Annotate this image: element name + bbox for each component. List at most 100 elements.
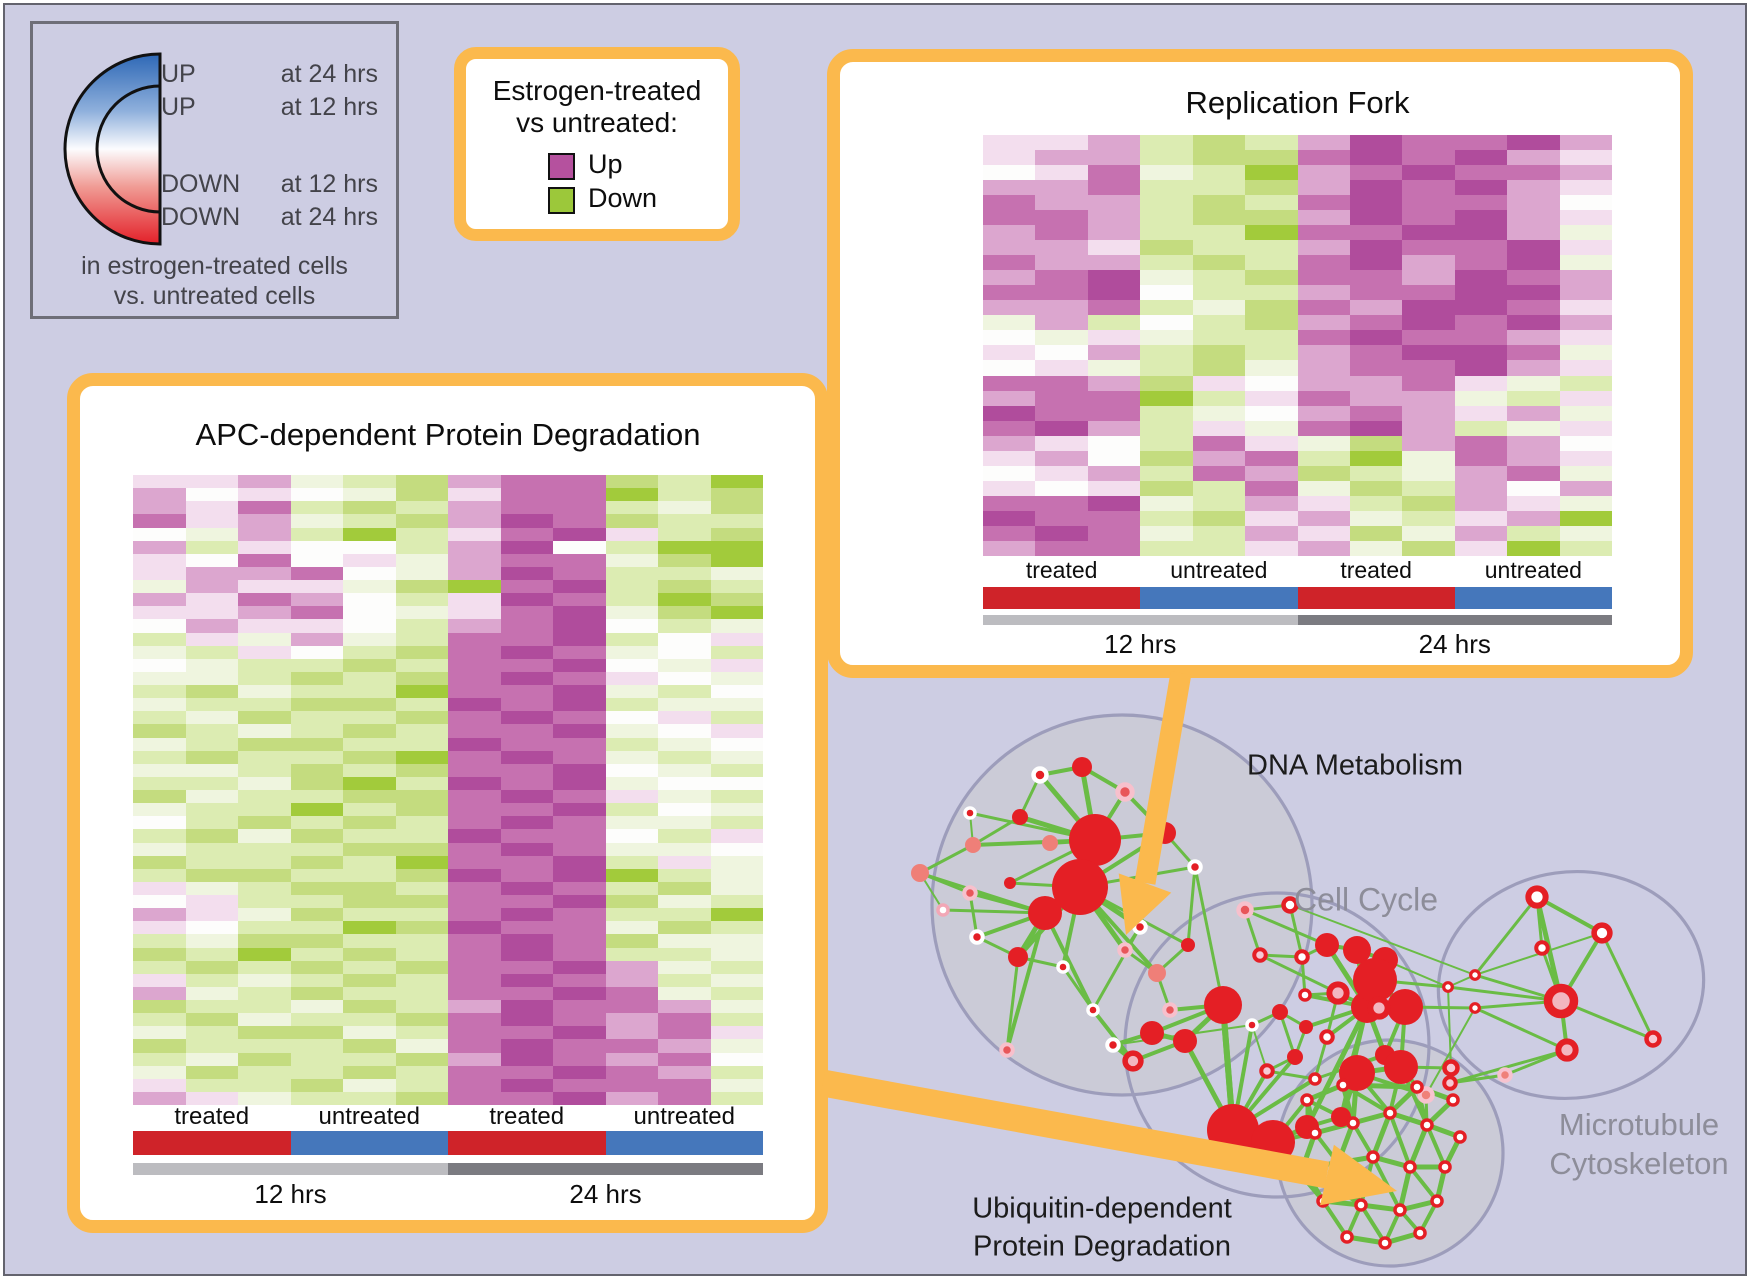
heatmap-cell (290, 829, 343, 843)
network-node (1366, 1150, 1380, 1164)
heatmap-cell (395, 606, 448, 620)
heatmap-cell (605, 475, 658, 489)
heatmap-cell (1035, 480, 1088, 496)
heatmap-cell (448, 855, 501, 869)
legend-direction: DOWN (161, 203, 241, 231)
heatmap-cell (500, 1013, 553, 1027)
heatmap-cell (710, 1078, 763, 1092)
heatmap-cell (343, 671, 396, 685)
heatmap-cell (133, 658, 186, 672)
rf-panel-title: Replication Fork (1185, 85, 1410, 120)
cluster-label-ubiquitin-line1: Ubiquitin-dependent (972, 1192, 1232, 1225)
heatmap-cell (290, 566, 343, 580)
heatmap-cell (500, 986, 553, 1000)
heatmap-cell (1349, 345, 1403, 361)
heatmap-cell (1035, 405, 1088, 421)
network-edge (1091, 926, 1142, 1011)
heatmap-cell (343, 501, 396, 515)
heatmap-cell (500, 1065, 553, 1079)
heatmap-cell (553, 553, 606, 567)
cluster-label-microtubule: Microtubule (1558, 1107, 1720, 1142)
heatmap-cell (290, 1000, 343, 1014)
heatmap-cell (1402, 180, 1455, 196)
heatmap-cell (1507, 255, 1560, 271)
heatmap-cell (448, 553, 501, 567)
heatmap-cell (1087, 330, 1141, 346)
heatmap-cell (343, 1000, 396, 1014)
heatmap-cell (395, 724, 448, 738)
heatmap-cell (238, 566, 291, 580)
heatmap-cell (1035, 465, 1088, 481)
heatmap-cell (1349, 540, 1403, 556)
down-label: Down (588, 183, 658, 213)
group-label-treated: treated (489, 1103, 565, 1130)
heatmap-cell (290, 711, 343, 725)
heatmap-cell (290, 475, 343, 489)
heatmap-cell (448, 1026, 501, 1040)
network-node (1004, 877, 1016, 889)
heatmap-cell (133, 645, 186, 659)
heatmap-cell (1454, 330, 1508, 346)
heatmap-cell (1349, 330, 1403, 346)
heatmap-cell (1297, 360, 1350, 376)
heatmap-cell (343, 816, 396, 830)
network-node (1343, 936, 1371, 964)
heatmap-cell (290, 1078, 343, 1092)
heatmap-cell (983, 315, 1036, 331)
heatmap-cell (1140, 150, 1193, 166)
heatmap-cell (133, 868, 186, 882)
heatmap-cell (1349, 180, 1403, 196)
heatmap-cell (658, 711, 711, 725)
heatmap-cell (1454, 480, 1508, 496)
heatmap-cell (1559, 180, 1612, 196)
heatmap-cell (395, 501, 448, 515)
heatmap-cell (983, 450, 1036, 466)
heatmap-cell (343, 947, 396, 961)
heatmap-cell (1192, 420, 1246, 436)
heatmap-cell (448, 593, 501, 607)
heatmap-cell (1349, 240, 1403, 256)
group-label-treated: treated (1025, 557, 1098, 583)
heatmap-cell (1454, 300, 1508, 316)
network-node (1117, 942, 1133, 958)
heatmap-cell (658, 685, 711, 699)
heatmap-cell (343, 632, 396, 646)
network-node (1346, 1116, 1360, 1130)
heatmap-cell (1559, 495, 1612, 511)
heatmap-cell (1192, 330, 1246, 346)
network-edge (1425, 1007, 1476, 1096)
heatmap-cell (658, 580, 711, 594)
heatmap-cell (1402, 360, 1455, 376)
heatmap-cell (1140, 195, 1193, 211)
network-edge (1251, 1024, 1268, 1072)
heatmap-cell (1245, 255, 1298, 271)
heatmap-cell (1245, 540, 1298, 556)
heatmap-cell (605, 763, 658, 777)
heatmap-cell (133, 816, 186, 830)
heatmap-cell (185, 803, 238, 817)
heatmap-cell (500, 908, 553, 922)
heatmap-cell (238, 803, 291, 817)
heatmap-cell (1087, 480, 1141, 496)
heatmap-cell (1087, 345, 1141, 361)
heatmap-cell (1454, 420, 1508, 436)
heatmap-cell (1559, 465, 1612, 481)
network-node (1591, 922, 1613, 944)
heatmap-cell (1035, 135, 1088, 151)
heatmap-cell (290, 908, 343, 922)
network-node (1644, 1030, 1662, 1048)
heatmap-cell (343, 1078, 396, 1092)
heatmap-cell (1402, 255, 1455, 271)
heatmap-cell (658, 816, 711, 830)
heatmap-cell (448, 921, 501, 935)
heatmap-cell (448, 908, 501, 922)
heatmap-cell (710, 475, 763, 489)
heatmap-cell (1454, 525, 1508, 541)
heatmap-cell (553, 1013, 606, 1027)
heatmap-cell (500, 698, 553, 712)
heatmap-cell (395, 763, 448, 777)
legend-direction: DOWN (161, 170, 241, 198)
network-edge (1186, 866, 1197, 946)
heatmap-cell (133, 632, 186, 646)
heatmap-cell (1192, 510, 1246, 526)
